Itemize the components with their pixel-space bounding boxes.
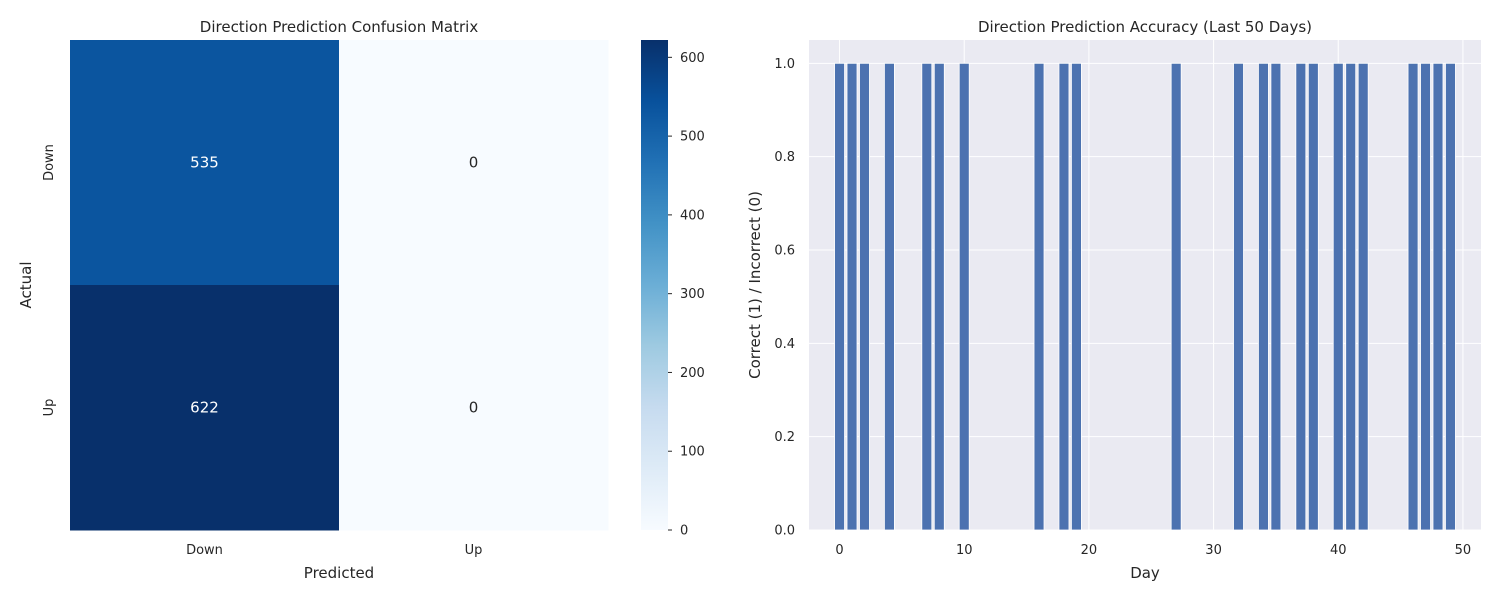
bar: [1407, 62, 1419, 531]
bar-y-tick-label: 1.0: [774, 57, 795, 72]
heatmap-x-tick-label: Up: [465, 543, 483, 558]
bar: [921, 62, 933, 531]
bar: [1295, 62, 1307, 531]
colorbar-tick-label: 500: [680, 130, 705, 145]
bar: [1345, 62, 1357, 531]
bar: [1445, 62, 1456, 531]
colorbar-tick-label: 200: [680, 366, 705, 381]
heatmap-cell: [339, 40, 609, 286]
heatmap-y-tick-label: Up: [42, 399, 57, 417]
heatmap-cell-label: 622: [190, 399, 219, 417]
bar: [846, 62, 858, 531]
heatmap-cell-label: 535: [190, 154, 219, 172]
heatmap-cell: [339, 285, 609, 531]
bar: [1258, 62, 1269, 531]
heatmap-y-label: Actual: [17, 262, 35, 309]
bar-x-tick-label: 30: [1205, 543, 1222, 558]
accuracy-bar-panel: 0 10 20 30 40 50 0.0 0.2 0.4 0.6 0.8 1.0 Direction…: [746, 18, 1481, 582]
bar-title: Direction Prediction Accuracy (Last 50 D…: [978, 18, 1312, 36]
heatmap-y-tick-label: Down: [42, 144, 57, 181]
heatmap-cell-label: 0: [469, 154, 479, 172]
bar: [1033, 62, 1045, 531]
colorbar-ticks: 0 100 200 300 400 500 600: [668, 51, 705, 539]
bar: [958, 62, 970, 531]
heatmap-x-tick-label: Down: [186, 543, 223, 558]
bar: [1332, 62, 1344, 531]
bar-x-tick-label: 20: [1081, 543, 1098, 558]
bar-x-tick-label: 50: [1455, 543, 1472, 558]
bar: [859, 62, 870, 531]
bar: [1270, 62, 1282, 531]
heatmap-cell-label: 0: [469, 399, 479, 417]
bar: [834, 62, 845, 531]
bar-plot-area: [809, 40, 1481, 530]
colorbar-tick-label: 300: [680, 287, 705, 302]
bar-y-label: Correct (1) / Incorrect (0): [746, 191, 764, 379]
bar-y-tick-label: 0.2: [774, 430, 795, 445]
heatmap-cell: [70, 40, 340, 286]
bar-y-tick-label: 0.4: [774, 337, 795, 352]
bar-x-ticks: 0 10 20 30 40 50: [835, 543, 1471, 558]
bar: [884, 62, 895, 531]
bar: [1357, 62, 1369, 531]
bar: [1420, 62, 1431, 531]
bar-x-label: Day: [1130, 564, 1160, 582]
heatmap-cell: [70, 285, 340, 531]
bar-x-tick-label: 10: [956, 543, 973, 558]
bar-x-tick-label: 40: [1330, 543, 1347, 558]
bar-y-tick-label: 0.6: [774, 244, 795, 259]
bar-y-tick-label: 0.0: [774, 524, 795, 539]
bar-x-tick-label: 0: [835, 543, 843, 558]
colorbar-tick-label: 0: [680, 524, 688, 539]
colorbar-tick-label: 600: [680, 51, 705, 66]
bar-y-ticks: 0.0 0.2 0.4 0.6 0.8 1.0: [774, 57, 795, 539]
bar-marks: [834, 62, 1456, 531]
heatmap-cells: 535 0 622 0: [70, 40, 609, 531]
colorbar: [641, 40, 668, 530]
colorbar-tick-label: 400: [680, 208, 705, 223]
bar: [1071, 62, 1082, 531]
confusion-matrix-panel: Direction Prediction Confusion Matrix 53…: [17, 18, 705, 582]
colorbar-tick-label: 100: [680, 445, 705, 460]
heatmap-title: Direction Prediction Confusion Matrix: [200, 18, 479, 36]
heatmap-y-ticks: Down Up: [42, 144, 57, 416]
bar: [1432, 62, 1444, 531]
heatmap-x-label: Predicted: [304, 564, 374, 582]
bar: [1058, 62, 1070, 531]
bar: [1170, 62, 1182, 531]
bar-y-tick-label: 0.8: [774, 150, 795, 165]
bar: [1233, 62, 1244, 531]
bar: [933, 62, 945, 531]
bar: [1307, 62, 1319, 531]
heatmap-x-ticks: Down Up: [186, 543, 482, 558]
